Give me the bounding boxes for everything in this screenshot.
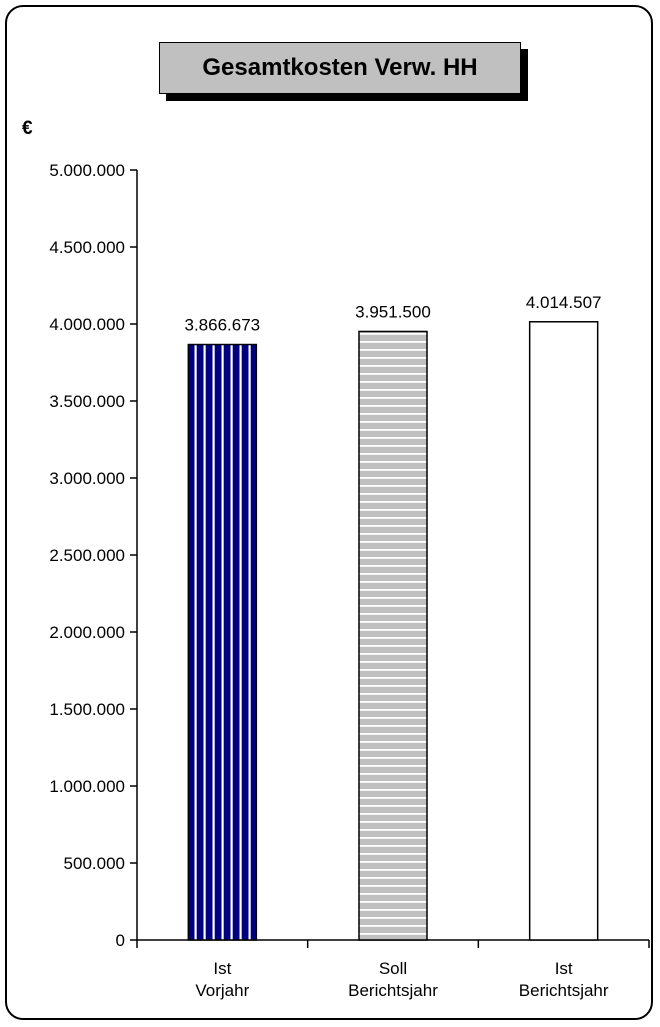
x-tick-label: Ist	[213, 959, 231, 978]
y-tick-label: 3.000.000	[49, 469, 125, 488]
x-tick-label: Soll	[379, 959, 407, 978]
y-tick-label: 1.000.000	[49, 777, 125, 796]
chart-title: Gesamtkosten Verw. HH	[159, 42, 521, 94]
x-tick-label: Ist	[555, 959, 573, 978]
y-tick-label: 500.000	[64, 854, 125, 873]
x-tick-label: Vorjahr	[195, 981, 249, 1000]
y-tick-label: 0	[116, 931, 125, 950]
y-tick-label: 4.500.000	[49, 238, 125, 257]
data-label: 3.866.673	[185, 316, 261, 335]
x-tick-label: Berichtsjahr	[348, 981, 438, 1000]
y-tick-label: 2.500.000	[49, 546, 125, 565]
y-tick-label: 4.000.000	[49, 315, 125, 334]
y-tick-label: 5.000.000	[49, 161, 125, 180]
data-label: 3.951.500	[355, 302, 431, 321]
bar	[528, 321, 599, 941]
y-tick-label: 1.500.000	[49, 700, 125, 719]
y-axis-unit-label: €	[22, 118, 33, 139]
y-tick-label: 2.000.000	[49, 623, 125, 642]
bar	[358, 330, 428, 941]
bar	[187, 343, 258, 941]
y-tick-label: 3.500.000	[49, 392, 125, 411]
data-label: 4.014.507	[526, 293, 602, 312]
x-tick-label: Berichtsjahr	[519, 981, 609, 1000]
